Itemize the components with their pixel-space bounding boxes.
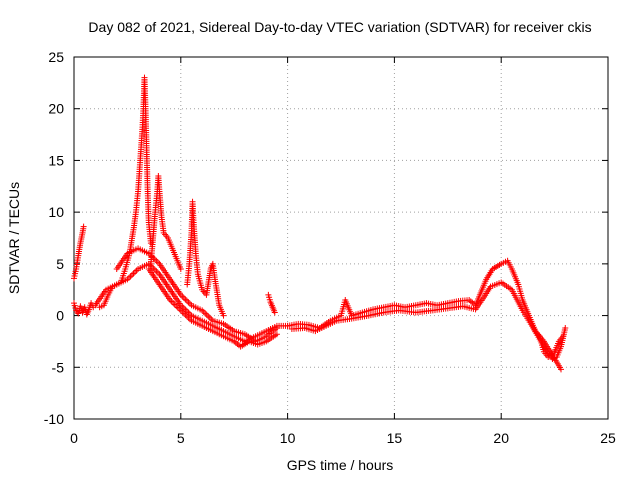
x-tick-label: 20 [493,430,509,446]
y-tick-label: -10 [44,411,64,427]
data-point [273,324,280,331]
series-decay-band-b [113,245,280,345]
data-point [205,313,212,320]
chart-title: Day 082 of 2021, Sidereal Day-to-day VTE… [88,19,591,35]
data-point [182,296,189,303]
y-tick-label: 15 [48,152,64,168]
series-third-peak [184,198,227,319]
data-point [271,309,278,316]
y-tick-label: -5 [52,359,65,375]
series-decay-band-a [92,260,291,345]
data-point [148,253,155,260]
x-axis-label: GPS time / hours [287,457,394,473]
y-tick-label: 25 [48,49,64,65]
x-tick-label: 0 [70,430,78,446]
data-point [202,310,209,317]
data-point [203,311,210,318]
axis-ticks: 0 5 10 15 20 25 -10 -5 0 5 10 15 20 25 [44,49,616,446]
data-point [153,257,160,264]
data-point [177,266,184,273]
data-point [154,259,161,266]
data-point [154,269,161,276]
data-point [132,268,139,275]
data-points [71,74,569,373]
y-tick-label: 10 [48,204,64,220]
data-point [180,294,187,301]
data-point [560,333,567,340]
series-early-rise [71,223,87,282]
x-tick-label: 15 [387,430,403,446]
data-point [273,331,280,338]
data-point [185,299,192,306]
series-mid-day-band [284,257,565,373]
data-point [80,223,87,230]
y-axis-label: SDTVAR / TECUs [6,182,22,294]
data-point [183,297,190,304]
data-point [562,324,569,331]
plot-frame [73,56,609,420]
x-tick-label: 5 [177,430,185,446]
series-late-tail [536,333,567,360]
data-point [179,293,186,300]
grid-lines [74,57,608,419]
series-decay-band-c [145,266,280,350]
y-tick-label: 0 [56,308,64,324]
series-early-flat [71,300,97,318]
x-tick-label: 10 [280,430,296,446]
data-point [170,300,177,307]
y-tick-label: 5 [56,256,64,272]
data-point [147,262,154,269]
data-point [168,298,175,305]
y-tick-label: 20 [48,101,64,117]
data-point [128,271,135,278]
data-point [206,314,213,321]
data-point [220,312,227,319]
data-point [127,273,134,280]
data-point [558,366,565,373]
series-main-peak [96,74,154,311]
series-late-bump [265,291,278,316]
x-tick-label: 25 [600,430,616,446]
data-point [130,270,137,277]
data-point [153,268,160,275]
